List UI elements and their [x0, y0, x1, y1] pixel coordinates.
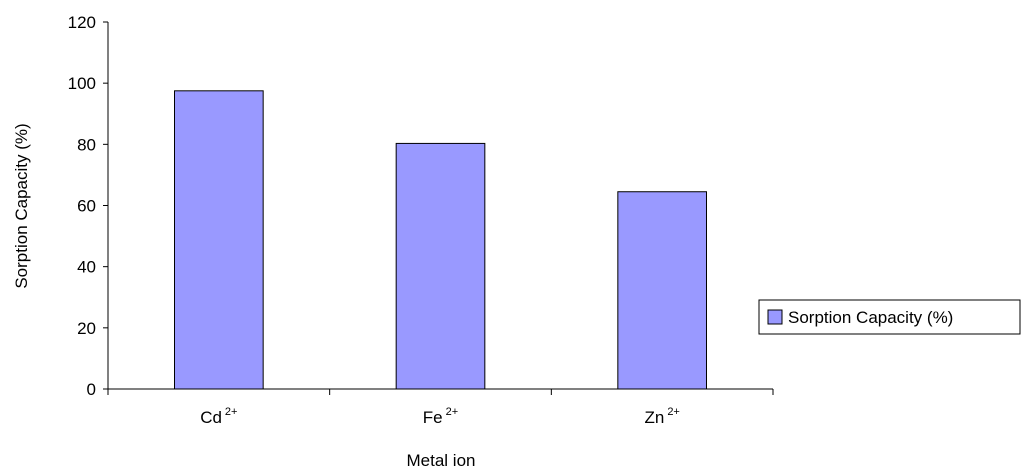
x-tick-label: Fe 2+	[423, 406, 458, 427]
x-tick-label: Zn 2+	[644, 406, 679, 427]
y-axis-title: Sorption Capacity (%)	[12, 123, 31, 288]
legend-box	[758, 299, 1021, 335]
x-tick-label-sup: 2+	[225, 406, 238, 418]
y-tick-label: 100	[68, 74, 96, 93]
bars	[174, 90, 707, 390]
y-tick-label: 40	[77, 258, 96, 277]
x-axis-ticks	[107, 389, 774, 395]
x-tick-label: Cd 2+	[200, 406, 237, 427]
x-tick-label-sup: 2+	[667, 406, 680, 418]
bar	[617, 191, 707, 390]
legend: Sorption Capacity (%)	[758, 299, 1021, 335]
y-tick-label: 80	[77, 135, 96, 154]
x-tick-label-sup: 2+	[446, 406, 459, 418]
x-tick-label-base: Cd	[200, 408, 222, 427]
x-tick-label-base: Zn	[644, 408, 664, 427]
y-axis-ticks: 0 20 40 60 80 100 120	[68, 13, 108, 399]
x-tick-label-base: Fe	[423, 408, 443, 427]
bar	[395, 142, 486, 390]
y-tick-label: 20	[77, 319, 96, 338]
y-tick-label: 120	[68, 13, 96, 32]
x-axis-title: Metal ion	[407, 451, 476, 470]
y-tick-label: 0	[87, 380, 96, 399]
y-tick-label: 60	[77, 197, 96, 216]
legend-label: Sorption Capacity (%)	[788, 308, 953, 327]
category-labels: Cd 2+ Fe 2+ Zn 2+	[200, 406, 680, 427]
bar	[174, 90, 264, 390]
legend-swatch	[767, 309, 783, 325]
